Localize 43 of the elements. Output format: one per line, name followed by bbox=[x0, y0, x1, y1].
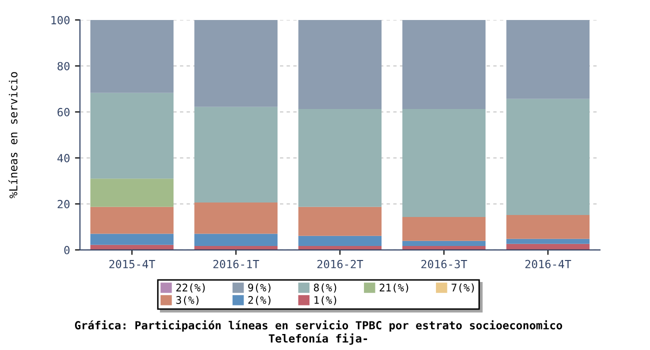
y-tick-label: 0 bbox=[64, 246, 70, 254]
legend-label: 21(%) bbox=[380, 283, 408, 293]
legend-label: 2(%) bbox=[248, 296, 270, 306]
legend-label: 1(%) bbox=[314, 296, 336, 306]
bar bbox=[402, 217, 486, 241]
bar bbox=[90, 178, 174, 207]
bar bbox=[298, 108, 382, 207]
bar bbox=[506, 238, 590, 244]
bar bbox=[90, 206, 174, 234]
x-tick-label: 2016-2T bbox=[317, 260, 364, 268]
text: Gráfica: Participación líneas en servicio TPBC por estrato socioeconomico Telefonía fija- bbox=[74, 320, 562, 345]
bar bbox=[298, 206, 382, 236]
bar bbox=[298, 20, 382, 109]
y-tick-label: 100 bbox=[51, 16, 70, 24]
legend-label: 3(%) bbox=[176, 296, 198, 306]
bar bbox=[90, 234, 174, 245]
y-axis-title: %Líneas en servicio bbox=[8, 72, 18, 198]
bar bbox=[194, 106, 278, 203]
bar bbox=[194, 234, 278, 246]
legend-label: 7(%) bbox=[452, 283, 474, 293]
y-tick-label: 80 bbox=[58, 62, 70, 70]
legend-label: 22(%) bbox=[176, 283, 205, 293]
bar bbox=[506, 98, 590, 215]
bar bbox=[402, 240, 486, 246]
bar bbox=[90, 92, 174, 179]
x-tick-label: 2016-3T bbox=[421, 260, 468, 268]
bar bbox=[298, 236, 382, 246]
legend-label: 9(%) bbox=[248, 283, 270, 293]
x-tick-label: 2016-4T bbox=[525, 260, 572, 268]
x-tick-label: 2016-1T bbox=[213, 260, 260, 268]
x-tick-label: 2015-4T bbox=[109, 260, 156, 268]
bar bbox=[506, 214, 590, 239]
y-tick-label: 20 bbox=[58, 200, 70, 208]
bar bbox=[506, 244, 590, 250]
legend-label: 8(%) bbox=[314, 283, 336, 293]
y-tick-label: 40 bbox=[57, 154, 70, 162]
bar bbox=[194, 202, 278, 234]
bar bbox=[402, 20, 486, 109]
y-tick-label: 60 bbox=[58, 108, 70, 116]
bar bbox=[90, 20, 174, 93]
bar bbox=[194, 20, 278, 107]
bar bbox=[402, 108, 486, 218]
bar bbox=[506, 20, 590, 99]
